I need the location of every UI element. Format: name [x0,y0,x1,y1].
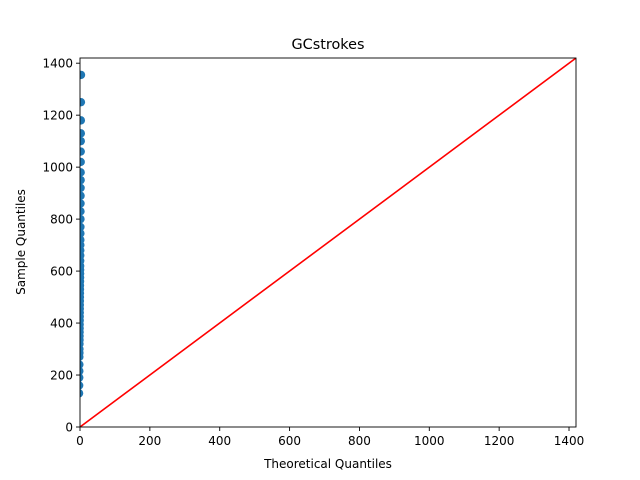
data-point [80,366,84,376]
data-point [80,229,85,238]
x-tick-label: 1200 [484,434,515,448]
y-tick-label: 600 [50,265,73,279]
x-tick-label: 0 [76,434,84,448]
data-point [80,183,85,193]
y-tick-label: 400 [50,317,73,331]
data-point [80,199,85,208]
data-point [80,235,85,245]
y-tick-label: 1400 [42,57,73,71]
data-point [80,381,84,390]
reference-line [80,58,576,427]
x-tick-label: 1400 [554,434,585,448]
data-point [80,168,85,177]
y-tick-label: 0 [65,421,73,435]
data-point [80,175,85,185]
data-point [80,222,85,232]
data-point [80,129,86,138]
data-point [80,214,85,224]
x-tick-label: 600 [278,434,301,448]
y-tick-label: 200 [50,369,73,383]
x-axis-title: Theoretical Quantiles [263,457,392,471]
data-points [80,70,86,398]
data-point [80,136,85,146]
data-point [80,191,85,200]
x-tick-label: 1000 [414,434,445,448]
data-point [80,116,86,125]
x-tick-label: 800 [348,434,371,448]
y-axis: 0 200 400 600 800 1000 1200 1400 [42,57,80,435]
data-point [80,373,84,382]
data-point [80,207,85,216]
x-axis: 0 200 400 600 800 1000 1200 1400 [76,427,584,448]
plot-area [79,57,577,428]
data-point [80,157,85,167]
data-point [80,389,84,398]
data-point [80,147,85,156]
y-tick-label: 1200 [42,109,73,123]
chart-title: GCstrokes [292,37,365,53]
data-point [80,97,86,107]
y-axis-title: Sample Quantiles [14,189,28,295]
y-tick-label: 800 [50,213,73,227]
y-tick-label: 1000 [42,161,73,175]
data-point [80,70,86,80]
x-tick-label: 200 [138,434,161,448]
plot-frame [79,57,577,428]
x-tick-label: 400 [208,434,231,448]
data-point [80,360,84,369]
